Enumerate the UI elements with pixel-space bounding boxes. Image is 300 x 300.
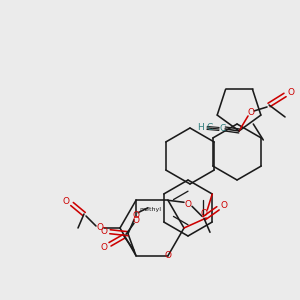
Text: O: O (62, 196, 70, 206)
Text: C: C (207, 124, 213, 133)
Text: methyl: methyl (139, 207, 161, 212)
Text: O: O (133, 211, 140, 220)
Text: H: H (197, 124, 203, 133)
Text: O: O (248, 109, 254, 118)
Text: C: C (220, 124, 226, 134)
Text: O: O (100, 243, 107, 252)
Text: O: O (201, 209, 208, 218)
Text: O: O (164, 251, 172, 260)
Text: O: O (184, 200, 191, 209)
Text: O: O (287, 88, 295, 98)
Text: O: O (100, 227, 107, 236)
Text: O: O (97, 224, 104, 232)
Text: O: O (220, 201, 227, 210)
Text: O: O (133, 216, 140, 225)
